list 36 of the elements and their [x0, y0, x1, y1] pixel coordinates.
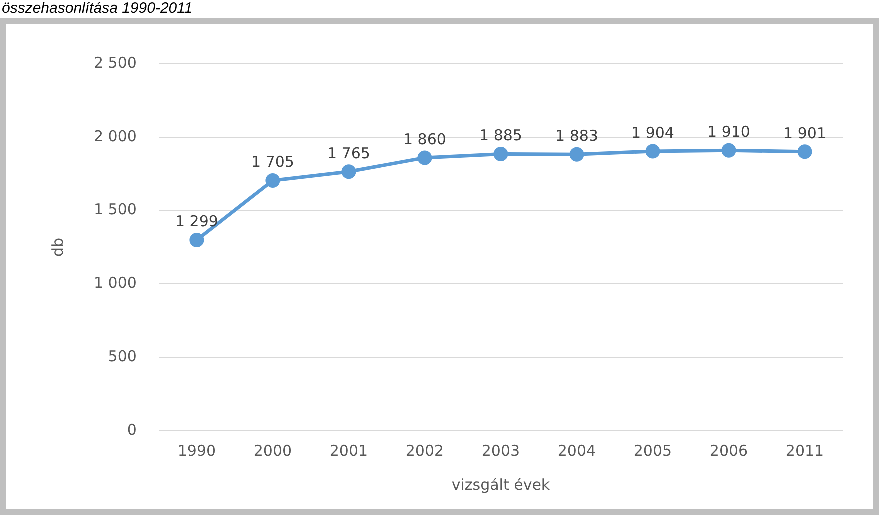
chart-title: összehasonlítása 1990-2011 — [1, 0, 194, 18]
data-label: 1 910 — [708, 123, 750, 142]
point — [722, 143, 736, 158]
x-tick-label: 1990 — [178, 442, 216, 460]
x-tick-label: 2005 — [634, 442, 672, 460]
point — [494, 147, 508, 162]
y-tick-label: 2 500 — [94, 54, 137, 72]
y-tick-label: 1 000 — [94, 274, 137, 292]
point — [418, 150, 432, 166]
point — [342, 164, 356, 180]
data-label: 1 904 — [632, 124, 674, 142]
data-label: 1 705 — [251, 153, 294, 172]
point — [570, 147, 584, 162]
x-tick-label: 2006 — [710, 442, 748, 460]
y-tick-label: 0 — [127, 420, 137, 439]
y-tick-label: 500 — [108, 347, 137, 366]
x-tick-label: 2011 — [786, 442, 824, 460]
data-label: 1 765 — [327, 144, 370, 162]
point — [646, 144, 660, 159]
data-label: 1 901 — [784, 124, 826, 142]
point — [190, 233, 204, 248]
x-tick-label: 2001 — [330, 442, 368, 460]
x-tick-label: 2003 — [482, 442, 520, 460]
point — [266, 173, 280, 188]
data-label: 1 883 — [556, 126, 598, 145]
data-label: 1 299 — [175, 212, 218, 231]
data-label: 1 860 — [403, 130, 446, 148]
y-axis-title: db — [48, 238, 67, 258]
y-tick-label: 2 000 — [94, 127, 137, 146]
data-label: 1 885 — [479, 126, 522, 145]
x-tick-label: 2000 — [254, 442, 292, 460]
x-tick-label: 2002 — [406, 442, 444, 460]
x-axis-title: vizsgált évek — [452, 476, 550, 494]
x-tick-label: 2004 — [558, 442, 596, 460]
y-tick-label: 1 500 — [94, 200, 137, 219]
point — [798, 144, 812, 160]
